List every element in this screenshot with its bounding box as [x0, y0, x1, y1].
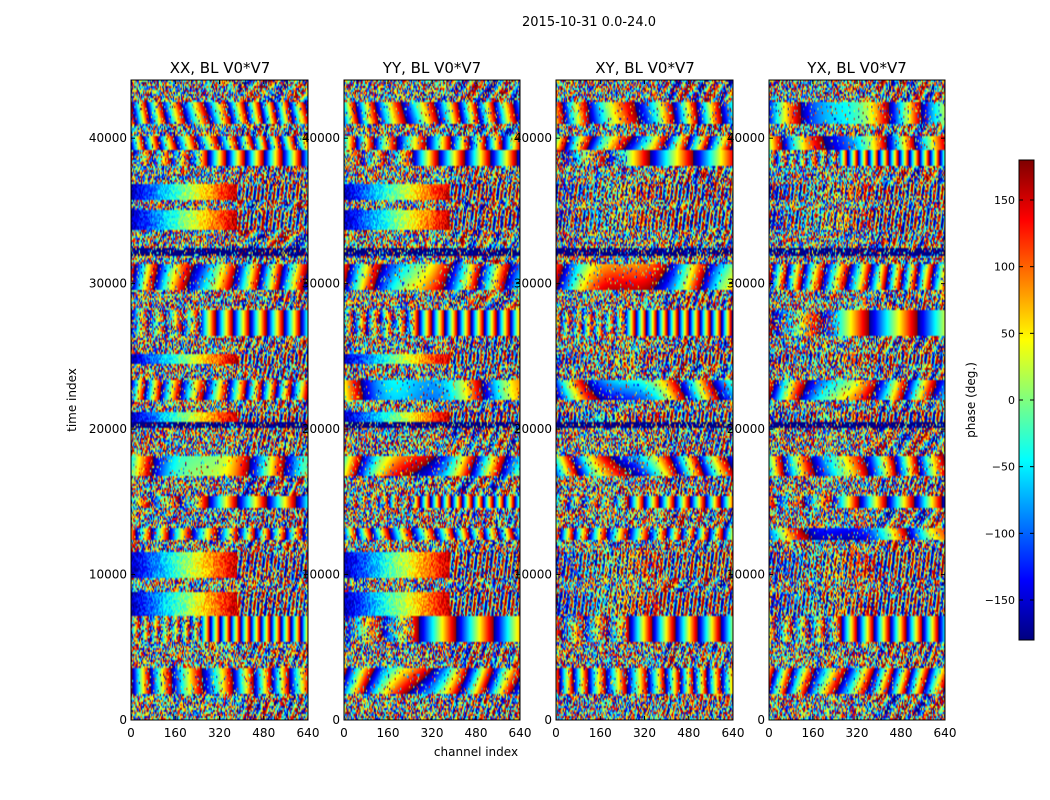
x-tick-label: 160	[377, 726, 400, 740]
x-tick-label: 480	[465, 726, 488, 740]
y-tick-label: 40000	[302, 131, 340, 145]
colorbar: −150 −100 −50 0 50 100 150 phase (deg.)	[964, 159, 1035, 641]
panel-title: YY, BL V0*V7	[382, 59, 481, 77]
colorbar-tick-label: 50	[1001, 327, 1015, 340]
colorbar-tick-label: 100	[994, 261, 1015, 274]
x-tick-label: 0	[127, 726, 135, 740]
y-tick-label: 10000	[727, 568, 765, 582]
panel-yy: YY, BL V0*V7 0 160 320 480 640 0 10000 20000 30…	[302, 59, 532, 740]
x-tick-label: 320	[208, 726, 231, 740]
y-tick-label: 40000	[89, 131, 127, 145]
panel-title: YX, BL V0*V7	[806, 59, 907, 77]
panel-xy: XY, BL V0*V7 0 160 320 480 640 0 10000 20000 30…	[514, 59, 745, 740]
x-tick-label: 320	[846, 726, 869, 740]
panel-heatmap	[344, 80, 520, 720]
y-tick-label: 30000	[727, 277, 765, 291]
panel-title: XX, BL V0*V7	[170, 59, 271, 77]
x-tick-label: 320	[421, 726, 444, 740]
panel-heatmap	[131, 80, 308, 720]
y-ticks: 0 10000 20000 30000 40000	[514, 131, 733, 727]
panel-xx: XX, BL V0*V7 0 160 320 480 640 0 10000 20000 30…	[89, 59, 320, 740]
y-tick-label: 20000	[302, 422, 340, 436]
x-tick-label: 640	[509, 726, 532, 740]
y-tick-label: 0	[544, 713, 552, 727]
x-tick-label: 0	[765, 726, 773, 740]
x-tick-label: 160	[802, 726, 825, 740]
x-tick-label: 640	[722, 726, 745, 740]
colorbar-label: phase (deg.)	[964, 362, 978, 438]
y-tick-label: 10000	[89, 568, 127, 582]
x-tick-label: 0	[552, 726, 560, 740]
y-tick-label: 40000	[514, 131, 552, 145]
y-tick-label: 40000	[727, 131, 765, 145]
x-tick-label: 160	[164, 726, 187, 740]
x-tick-label: 640	[297, 726, 320, 740]
x-ticks: 0 160 320 480 640	[340, 80, 531, 740]
colorbar-tick-label: 0	[1008, 394, 1015, 407]
colorbar-tick-label: −50	[992, 461, 1015, 474]
y-tick-label: 10000	[514, 568, 552, 582]
y-tick-label: 30000	[89, 277, 127, 291]
y-tick-label: 30000	[302, 277, 340, 291]
y-tick-label: 0	[332, 713, 340, 727]
x-tick-label: 480	[252, 726, 275, 740]
colorbar-tick-label: −100	[985, 527, 1015, 540]
x-ticks: 0 160 320 480 640	[127, 80, 319, 740]
y-axis-label: time index	[65, 368, 79, 432]
figure-suptitle: 2015-10-31 0.0-24.0	[522, 15, 656, 30]
x-ticks: 0 160 320 480 640	[765, 80, 956, 740]
y-tick-label: 20000	[89, 422, 127, 436]
panel-yx: YX, BL V0*V7 0 160 320 480 640 0 10000 20000 30…	[727, 59, 957, 740]
x-axis-label: channel index	[434, 745, 518, 759]
colorbar-tick-label: −150	[985, 594, 1015, 607]
x-ticks: 0 160 320 480 640	[552, 80, 744, 740]
colorbar-tick-label: 150	[994, 194, 1015, 207]
y-tick-label: 30000	[514, 277, 552, 291]
x-tick-label: 480	[677, 726, 700, 740]
x-tick-label: 320	[633, 726, 656, 740]
x-tick-label: 0	[340, 726, 348, 740]
y-ticks: 0 10000 20000 30000 40000	[89, 131, 308, 727]
y-tick-label: 0	[119, 713, 127, 727]
x-tick-label: 640	[934, 726, 957, 740]
panel-title: XY, BL V0*V7	[595, 59, 695, 77]
x-tick-label: 160	[589, 726, 612, 740]
colorbar-ticks: −150 −100 −50 0 50 100 150	[985, 194, 1034, 607]
y-ticks: 0 10000 20000 30000 40000	[302, 131, 520, 727]
x-tick-label: 480	[890, 726, 913, 740]
panel-heatmap	[556, 80, 733, 720]
y-ticks: 0 10000 20000 30000 40000	[727, 131, 945, 727]
y-tick-label: 20000	[514, 422, 552, 436]
y-tick-label: 20000	[727, 422, 765, 436]
panel-heatmap	[769, 80, 945, 720]
y-tick-label: 10000	[302, 568, 340, 582]
y-tick-label: 0	[757, 713, 765, 727]
